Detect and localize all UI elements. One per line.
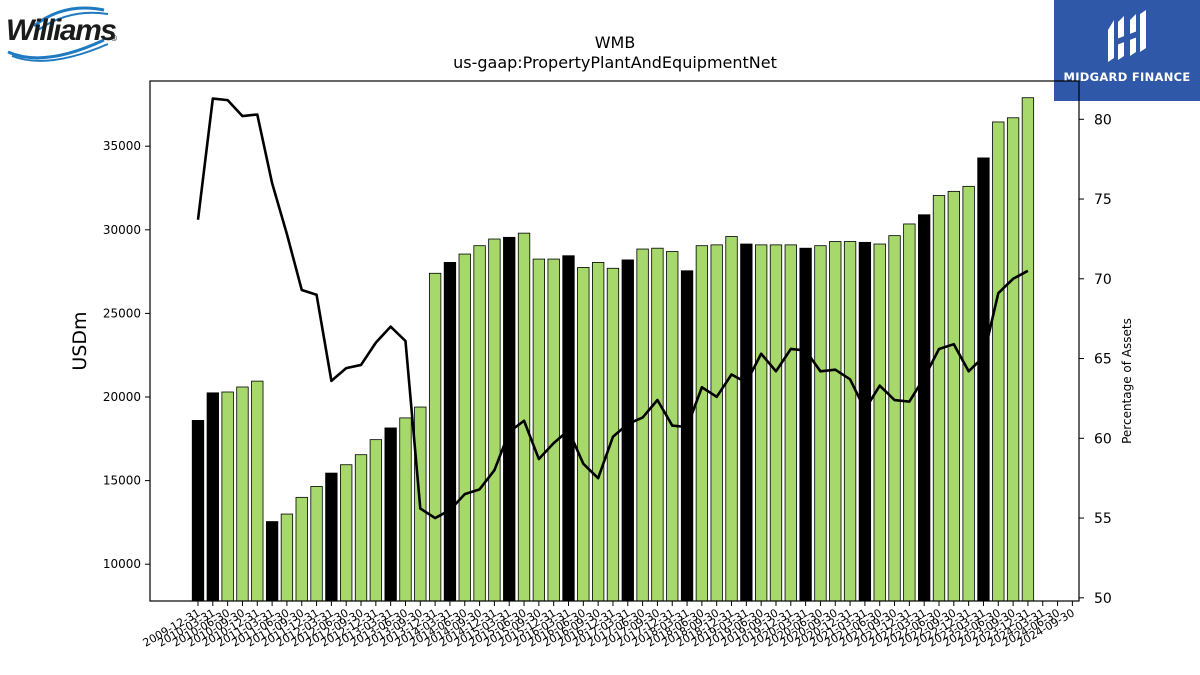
chart-title: WMB	[594, 33, 636, 52]
bar	[384, 427, 397, 602]
bar	[206, 392, 219, 602]
midgard-finance-logo: MIDGARD FINANCE	[1054, 0, 1200, 101]
bar	[740, 243, 753, 602]
plot-frame	[149, 80, 1080, 602]
bar	[621, 259, 634, 602]
bar	[977, 157, 990, 602]
bar	[918, 214, 931, 602]
bar	[310, 486, 323, 602]
bar	[962, 185, 975, 602]
bar	[354, 454, 368, 602]
bar	[1006, 117, 1020, 602]
y2-tick-label: 80	[1094, 112, 1112, 128]
bar	[547, 258, 560, 602]
williams-logo: Williams ®	[4, 4, 124, 64]
bar	[295, 496, 308, 602]
bar	[251, 380, 264, 602]
bar	[191, 420, 205, 602]
bar	[340, 464, 353, 602]
bar	[369, 439, 382, 602]
bar	[858, 241, 872, 602]
y-axis-label: USDm	[69, 311, 91, 370]
registered-mark: ®	[110, 34, 118, 43]
percentage-line	[196, 97, 1029, 520]
bar	[488, 238, 501, 602]
y2-tick-label: 75	[1094, 192, 1112, 208]
y2-tick-label: 65	[1094, 352, 1112, 368]
bar	[755, 244, 768, 602]
y-tick-label: 15000	[103, 474, 141, 488]
bar	[221, 391, 234, 602]
y2-tick-label: 55	[1094, 511, 1112, 527]
bar	[799, 247, 812, 602]
bar	[503, 236, 516, 602]
bar	[428, 272, 442, 602]
bar	[932, 195, 946, 602]
bar	[399, 417, 412, 602]
bar	[651, 247, 664, 602]
bar	[784, 244, 797, 602]
williams-swoosh-icon	[7, 6, 109, 62]
bar	[769, 244, 783, 602]
y-tick-label: 20000	[103, 390, 141, 404]
y2-tick-label: 50	[1094, 591, 1112, 607]
bar	[903, 223, 916, 602]
y-tick-label: 25000	[103, 306, 141, 320]
midgard-mark-icon	[1108, 10, 1146, 62]
bar	[710, 244, 723, 602]
bar	[443, 262, 457, 602]
bar	[695, 245, 709, 602]
y2-axis-label: Percentage of Assets	[1120, 318, 1134, 444]
bar	[473, 245, 486, 602]
y-tick-label: 10000	[103, 557, 141, 571]
y2-tick-label: 60	[1094, 431, 1112, 447]
bar	[829, 241, 842, 602]
williams-wordmark: Williams	[6, 14, 117, 47]
bar	[236, 386, 249, 602]
bar	[888, 235, 901, 602]
midgard-finance-label: MIDGARD FINANCE	[1063, 70, 1191, 84]
bar	[458, 253, 471, 602]
bar	[636, 248, 649, 602]
bar	[591, 262, 605, 602]
bar	[532, 258, 546, 602]
bar	[680, 270, 694, 602]
chart-subtitle: us-gaap:PropertyPlantAndEquipmentNet	[453, 53, 777, 72]
bar	[517, 232, 531, 602]
y-tick-label: 30000	[103, 223, 141, 237]
bar	[325, 472, 338, 602]
bar	[1021, 97, 1035, 602]
bar	[280, 513, 294, 602]
y2-tick-label: 70	[1094, 272, 1112, 288]
bar	[265, 521, 279, 602]
bar	[947, 190, 960, 602]
bar	[814, 245, 827, 602]
bar	[577, 267, 590, 602]
bar	[843, 241, 857, 602]
y-tick-label: 35000	[103, 139, 141, 153]
bar	[725, 236, 738, 602]
bar	[873, 243, 886, 602]
bar	[992, 121, 1005, 602]
bar	[562, 255, 575, 602]
